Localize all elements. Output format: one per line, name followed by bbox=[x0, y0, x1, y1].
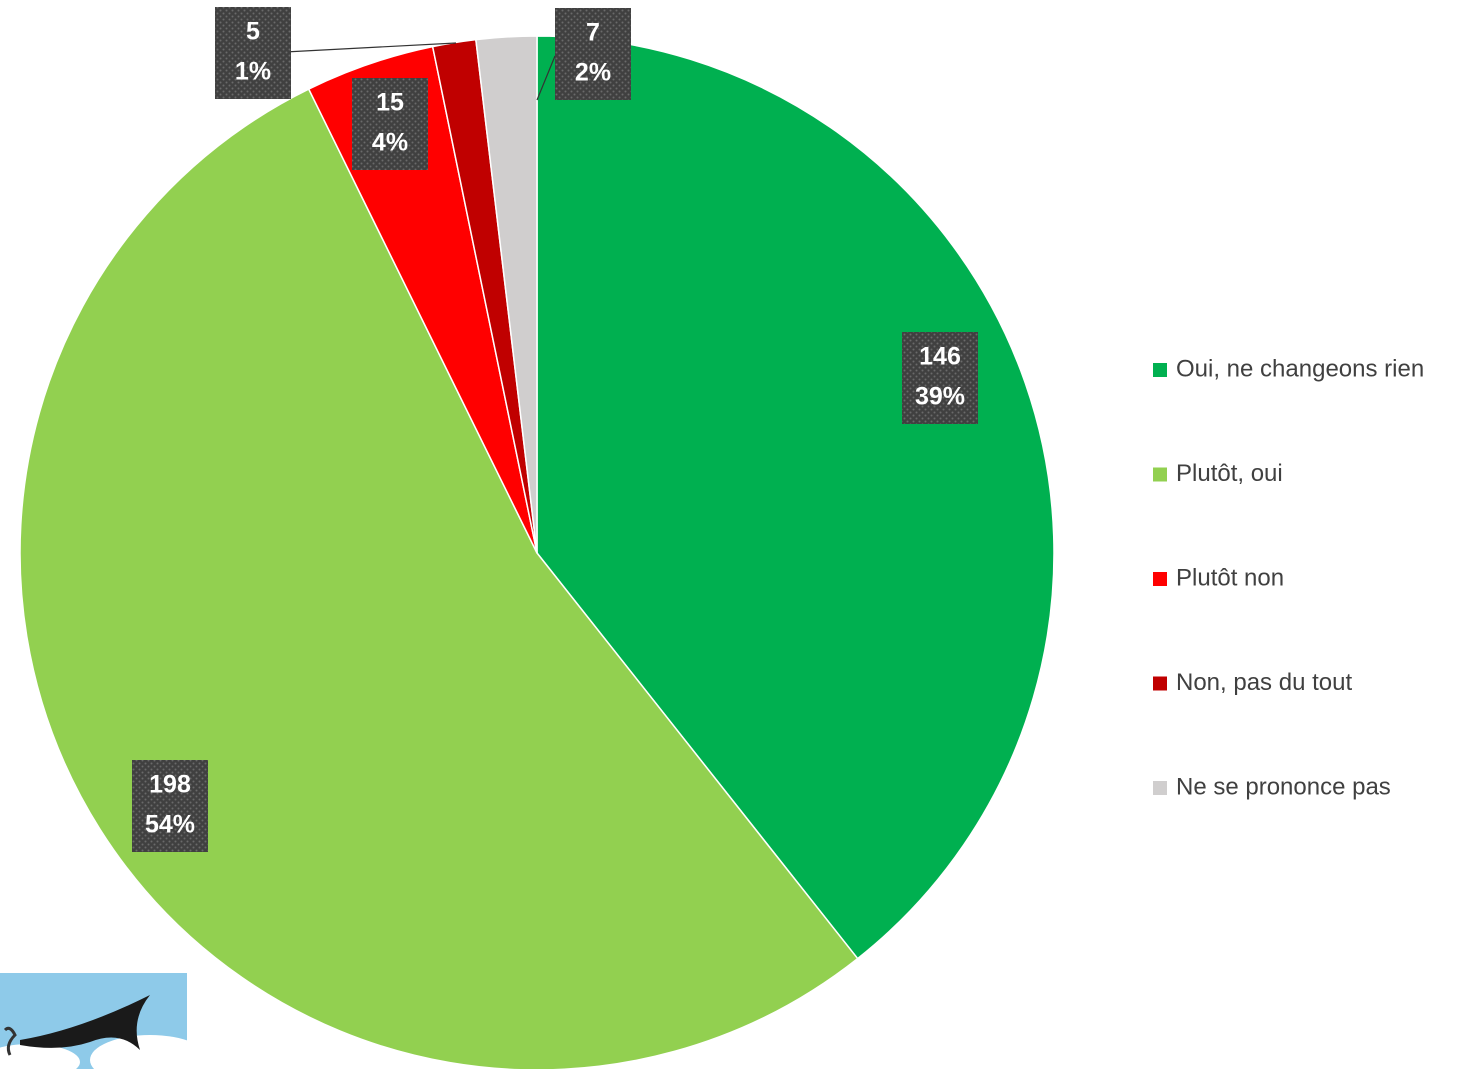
logo bbox=[0, 973, 210, 1069]
label-box bbox=[555, 8, 631, 100]
pie-slice bbox=[475, 35, 538, 554]
percent-label: 4% bbox=[372, 129, 408, 157]
percent-label: 1% bbox=[235, 58, 271, 86]
leader-line bbox=[536, 55, 556, 101]
legend-label: Plutôt non bbox=[1176, 564, 1284, 591]
label-box bbox=[902, 332, 978, 424]
legend-swatch bbox=[1153, 676, 1167, 691]
data-label: 7 bbox=[586, 19, 600, 47]
data-label: 5 bbox=[246, 18, 260, 46]
legend-swatch bbox=[1153, 363, 1167, 377]
leader-line bbox=[284, 42, 457, 53]
legend-label: Non, pas du tout bbox=[1176, 669, 1352, 696]
legend-swatch bbox=[1153, 467, 1167, 482]
pie-slice bbox=[19, 88, 859, 1069]
label-box bbox=[132, 760, 208, 852]
label-box bbox=[215, 7, 291, 99]
legend-label: Oui, ne changeons rien bbox=[1176, 355, 1424, 382]
data-label: 146 bbox=[919, 343, 961, 371]
label-box bbox=[352, 78, 428, 170]
percent-label: 54% bbox=[145, 811, 195, 839]
legend-label: Ne se prononce pas bbox=[1176, 773, 1391, 800]
percent-label: 2% bbox=[575, 59, 611, 87]
data-label: 198 bbox=[149, 771, 191, 799]
pie-slice bbox=[536, 35, 1055, 960]
data-label: 15 bbox=[376, 89, 404, 117]
percent-label: 39% bbox=[915, 383, 965, 411]
legend-swatch bbox=[1153, 781, 1167, 795]
legend-swatch bbox=[1153, 572, 1167, 586]
legend-label: Plutôt, oui bbox=[1176, 460, 1283, 487]
